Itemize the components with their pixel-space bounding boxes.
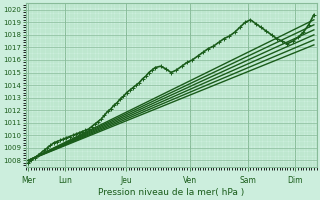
X-axis label: Pression niveau de la mer( hPa ): Pression niveau de la mer( hPa ) xyxy=(98,188,244,197)
